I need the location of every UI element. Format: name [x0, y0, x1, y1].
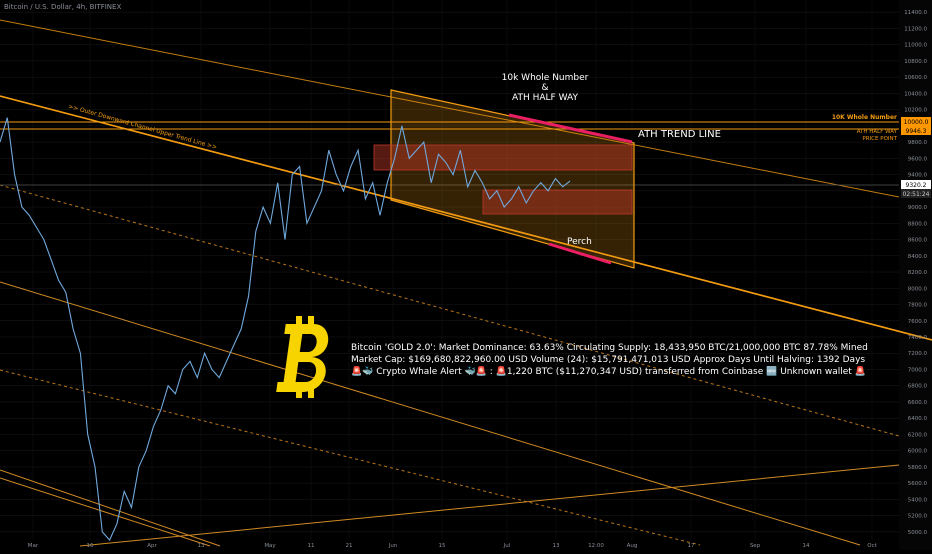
y-tick-label: 10200.0: [904, 108, 927, 114]
outer-channel-top: [0, 19, 900, 198]
y-tick-label: 7600.0: [908, 319, 928, 325]
x-tick-label: Jul: [503, 543, 511, 549]
y-tick-label: 5800.0: [908, 465, 928, 471]
x-tick-label: May: [264, 543, 276, 549]
x-axis[interactable]: Mar 16 Apr 13 May 11 21 Jun 15 Jul 13 12:00 Aug 17 Sep…: [28, 543, 878, 549]
grid: [0, 0, 899, 540]
rising-support-line: [79, 464, 900, 547]
y-tick-label: 11000.0: [904, 43, 927, 49]
x-tick-label: 14: [803, 543, 810, 549]
y-tick-label: 5600.0: [908, 481, 928, 487]
x-tick-label: 12:00: [588, 543, 604, 549]
outer-channel-bottom: [0, 281, 861, 546]
price-tag-9946: 9946.3: [906, 128, 927, 135]
y-tick-label: 7800.0: [908, 303, 928, 309]
tag-ath-half-label-1: ATH HALF WAY: [857, 129, 898, 135]
price-tag-current: 9320.2: [906, 182, 927, 189]
whole-number-label-2: &: [541, 83, 548, 93]
support-box: [482, 189, 633, 215]
y-tick-label: 9600.0: [908, 156, 928, 162]
countdown-tag: 02:51:24: [903, 191, 930, 198]
outer-upper-trend-line: [0, 95, 932, 341]
y-tick-label: 10800.0: [904, 59, 927, 65]
x-tick-label: Jun: [388, 543, 398, 549]
ath-trend-label: ATH TREND LINE: [638, 129, 721, 140]
y-tick-label: 8400.0: [908, 254, 928, 260]
tag-10k-label: 10K Whole Number: [832, 114, 897, 121]
price-tag-10000-bg: [901, 117, 931, 126]
y-tick-label: 8600.0: [908, 238, 928, 244]
info-line-2: Market Cap: $169,680,822,960.00 USD Volu…: [351, 355, 865, 365]
countdown-tag-bg: [901, 189, 931, 198]
price-tag-current-bg: [901, 180, 931, 189]
lower-diagonal: [0, 469, 221, 547]
channel-mid-dashed-2: [0, 369, 701, 546]
whole-number-label-1: 10k Whole Number: [502, 73, 589, 83]
whole-number-label-3: ATH HALF WAY: [512, 93, 578, 103]
x-tick-label: 15: [439, 543, 446, 549]
y-tick-label: 6000.0: [908, 449, 928, 455]
price-tag-9946-bg: [901, 126, 931, 135]
y-tick-label: 7000.0: [908, 367, 928, 373]
perch-label: Perch: [567, 237, 592, 247]
bitcoin-logo-icon: [276, 316, 329, 398]
price-series-line: [0, 117, 571, 541]
price-tag-10000: 10000.0: [904, 119, 929, 126]
info-line-1: Bitcoin 'GOLD 2.0': Market Dominance: 63…: [351, 343, 868, 353]
ath-trend-accent: [508, 113, 633, 144]
resistance-box: [373, 144, 633, 171]
y-tick-label: 10400.0: [904, 91, 927, 97]
y-tick-label: 9400.0: [908, 173, 928, 179]
x-tick-label: 21: [346, 543, 353, 549]
x-tick-label: 17: [688, 543, 695, 549]
perch-accent: [548, 242, 612, 265]
y-tick-label: 7200.0: [908, 351, 928, 357]
y-tick-label: 7400.0: [908, 335, 928, 341]
y-tick-label: 6400.0: [908, 416, 928, 422]
x-tick-label: Sep: [750, 543, 761, 549]
info-line-3: 🚨🐳 Crypto Whale Alert 🐳🚨 : 🚨1,220 BTC ($…: [351, 365, 866, 377]
y-tick-label: 5400.0: [908, 497, 928, 503]
trend-lines: [0, 19, 932, 547]
y-tick-label: 5000.0: [908, 530, 928, 536]
y-tick-label: 9800.0: [908, 140, 928, 146]
y-tick-label: 6800.0: [908, 384, 928, 390]
price-scale-panel[interactable]: [899, 0, 932, 550]
x-tick-label: Mar: [28, 543, 39, 549]
y-tick-label: 6200.0: [908, 432, 928, 438]
y-tick-label: 9000.0: [908, 205, 928, 211]
y-tick-label: 11400.0: [904, 10, 927, 16]
y-tick-label: 10600.0: [904, 75, 927, 81]
y-tick-label: 6600.0: [908, 400, 928, 406]
x-tick-label: 11: [308, 543, 315, 549]
y-tick-label: 5200.0: [908, 514, 928, 520]
y-tick-label: 8000.0: [908, 286, 928, 292]
y-tick-label: 11200.0: [904, 26, 927, 32]
x-tick-label: Aug: [627, 543, 638, 549]
x-tick-label: 13: [198, 543, 205, 549]
y-tick-label: 8200.0: [908, 270, 928, 276]
x-tick-label: Apr: [147, 543, 157, 549]
chart-title: Bitcoin / U.S. Dollar, 4h, BITFINEX: [4, 3, 121, 11]
x-tick-label: 13: [553, 543, 560, 549]
x-tick-label: Oct: [867, 543, 877, 549]
tag-ath-half-label-2: PRICE POINT: [862, 136, 897, 142]
y-tick-label: 8800.0: [908, 221, 928, 227]
x-tick-label: 16: [87, 543, 94, 549]
lower-diagonal-2: [0, 477, 211, 547]
